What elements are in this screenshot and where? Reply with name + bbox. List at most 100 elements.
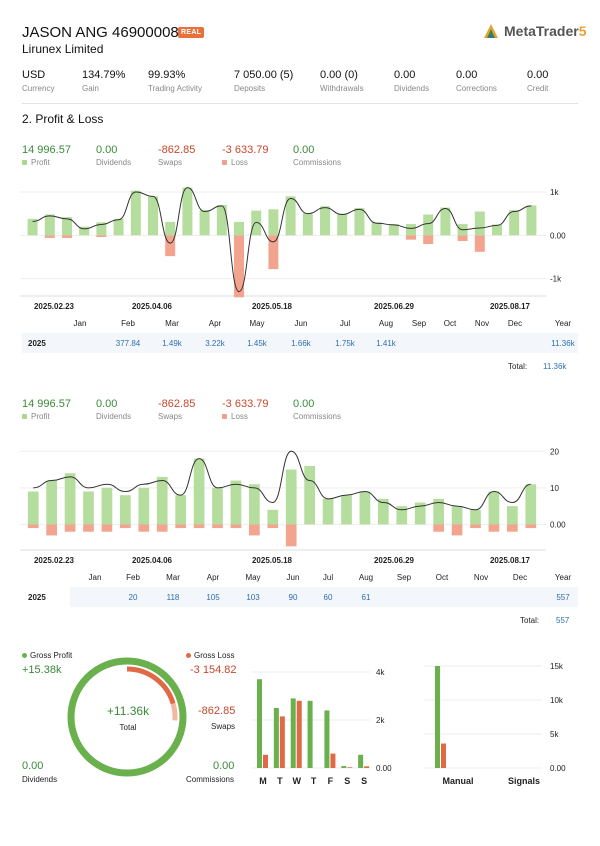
profit-bar xyxy=(182,187,193,236)
profit-bar xyxy=(470,509,481,525)
profit-bar xyxy=(525,484,537,525)
month-header: Oct xyxy=(435,573,449,582)
x-tick-label: 2025.08.17 xyxy=(490,302,531,310)
month-header: Sep xyxy=(411,319,427,328)
profit-bar xyxy=(175,495,186,525)
profit-bar xyxy=(193,458,205,525)
profit-bar xyxy=(267,509,279,525)
loss-bar xyxy=(234,235,244,298)
y-tick-label: -1k xyxy=(550,275,562,284)
profit-bar xyxy=(64,473,76,525)
profit-bar xyxy=(509,210,520,236)
month-value: 20 xyxy=(128,593,138,602)
metric-dividends-2: 0.00 Dividends xyxy=(96,398,132,421)
profit-bar xyxy=(337,213,348,236)
x-tick-label: 2025.05.18 xyxy=(252,556,293,565)
x-tick-label: 2025.02.23 xyxy=(34,302,75,310)
month-value: 118 xyxy=(166,593,180,602)
loss-bar xyxy=(96,235,107,238)
profit-bar xyxy=(101,487,113,525)
month-header: Aug xyxy=(358,573,374,582)
loss-bar xyxy=(364,766,370,768)
loss-bar xyxy=(44,235,55,238)
month-value: 1.45k xyxy=(247,339,267,348)
month-value: 1.75k xyxy=(335,339,355,348)
month-value: 1.66k xyxy=(291,339,311,348)
metric-loss: -3 633.79 Loss xyxy=(222,144,269,167)
profit-bar xyxy=(302,213,313,236)
x-tick-label: 2025.05.18 xyxy=(252,302,293,310)
profit-bar xyxy=(435,666,440,768)
x-tick-label: T xyxy=(277,776,283,786)
profit-bar xyxy=(341,766,347,768)
profit-bar xyxy=(216,205,227,236)
section-title: 2. Profit & Loss xyxy=(22,112,104,126)
y-tick-label: 0.00 xyxy=(550,520,566,529)
x-tick-label: 2025.04.06 xyxy=(132,556,173,565)
profit-bar xyxy=(62,217,72,236)
source-chart: 15k 10k 5k 0.00 Manual Signals xyxy=(424,662,566,786)
profit-bar xyxy=(230,480,242,525)
loss-bar xyxy=(279,716,285,768)
month-header: Feb xyxy=(126,573,140,582)
account-type-badge: REAL xyxy=(178,27,205,38)
company-name: Lirunex Limited xyxy=(22,42,104,56)
x-tick-label: 2025.06.29 xyxy=(374,556,415,565)
profit-bar xyxy=(433,498,444,525)
month-header: Jun xyxy=(286,573,300,582)
metric-commissions: 0.00 Commissions xyxy=(293,144,342,167)
profit-bar xyxy=(285,196,296,236)
donut-center-label: Total xyxy=(119,723,137,732)
month-header: May xyxy=(249,319,265,328)
month-header: Year xyxy=(554,319,572,328)
month-header: Sep xyxy=(396,573,412,582)
table1-total-label: Total: xyxy=(508,362,528,371)
month-value: 105 xyxy=(206,593,220,602)
month-header: Dec xyxy=(507,319,523,328)
profit-bar xyxy=(199,210,210,236)
profit-bar xyxy=(273,708,279,768)
y-tick-label: 1k xyxy=(550,188,559,197)
profit-bar xyxy=(79,226,90,236)
loss-bar xyxy=(138,524,150,532)
month-header: Oct xyxy=(443,319,457,328)
x-tick-label: 2025.06.29 xyxy=(374,302,415,310)
stat-withdrawals: 0.00 (0) Withdrawals xyxy=(320,69,364,93)
loss-bar xyxy=(330,753,336,768)
month-header: Year xyxy=(554,573,572,582)
loss-bar xyxy=(433,524,444,532)
month-value: 103 xyxy=(246,593,260,602)
loss-bar xyxy=(525,524,537,529)
table2-total: 557 xyxy=(556,616,570,625)
profit-bar xyxy=(396,506,408,525)
month-value: 377.84 xyxy=(115,339,141,348)
dividends-value: 0.00 xyxy=(22,760,44,772)
loss-bar xyxy=(193,524,205,529)
loss-bar xyxy=(263,754,268,768)
swaps-arc xyxy=(170,702,178,721)
swaps-label: Swaps xyxy=(211,722,236,731)
profit-bar xyxy=(234,221,244,236)
loss-bar xyxy=(64,524,76,532)
stat-credit: 0.00 Credit xyxy=(527,69,549,93)
loss-bar xyxy=(27,524,39,529)
account-name: JASON ANG 469000089 xyxy=(22,24,188,41)
profit-bar xyxy=(27,491,39,525)
profit-bar xyxy=(138,487,150,525)
profit-bar xyxy=(251,210,262,236)
stat-deposits: 7 050.00 (5) Deposits xyxy=(234,69,294,93)
loss-bar xyxy=(268,235,279,270)
month-value: 11.36k xyxy=(551,339,575,348)
profit-bar xyxy=(526,205,537,236)
table2-row-bg xyxy=(70,587,578,607)
logo-text: MetaTrader xyxy=(504,23,579,39)
loss-bar xyxy=(156,524,168,532)
profit-bar xyxy=(492,224,502,236)
y-tick-label: 0.00 xyxy=(550,764,566,773)
month-header: Apr xyxy=(208,319,222,328)
month-value: 61 xyxy=(361,593,371,602)
gross-loss-value: -3 154.82 xyxy=(190,664,237,676)
loss-bar xyxy=(423,235,434,244)
month-header: Nov xyxy=(473,573,489,582)
